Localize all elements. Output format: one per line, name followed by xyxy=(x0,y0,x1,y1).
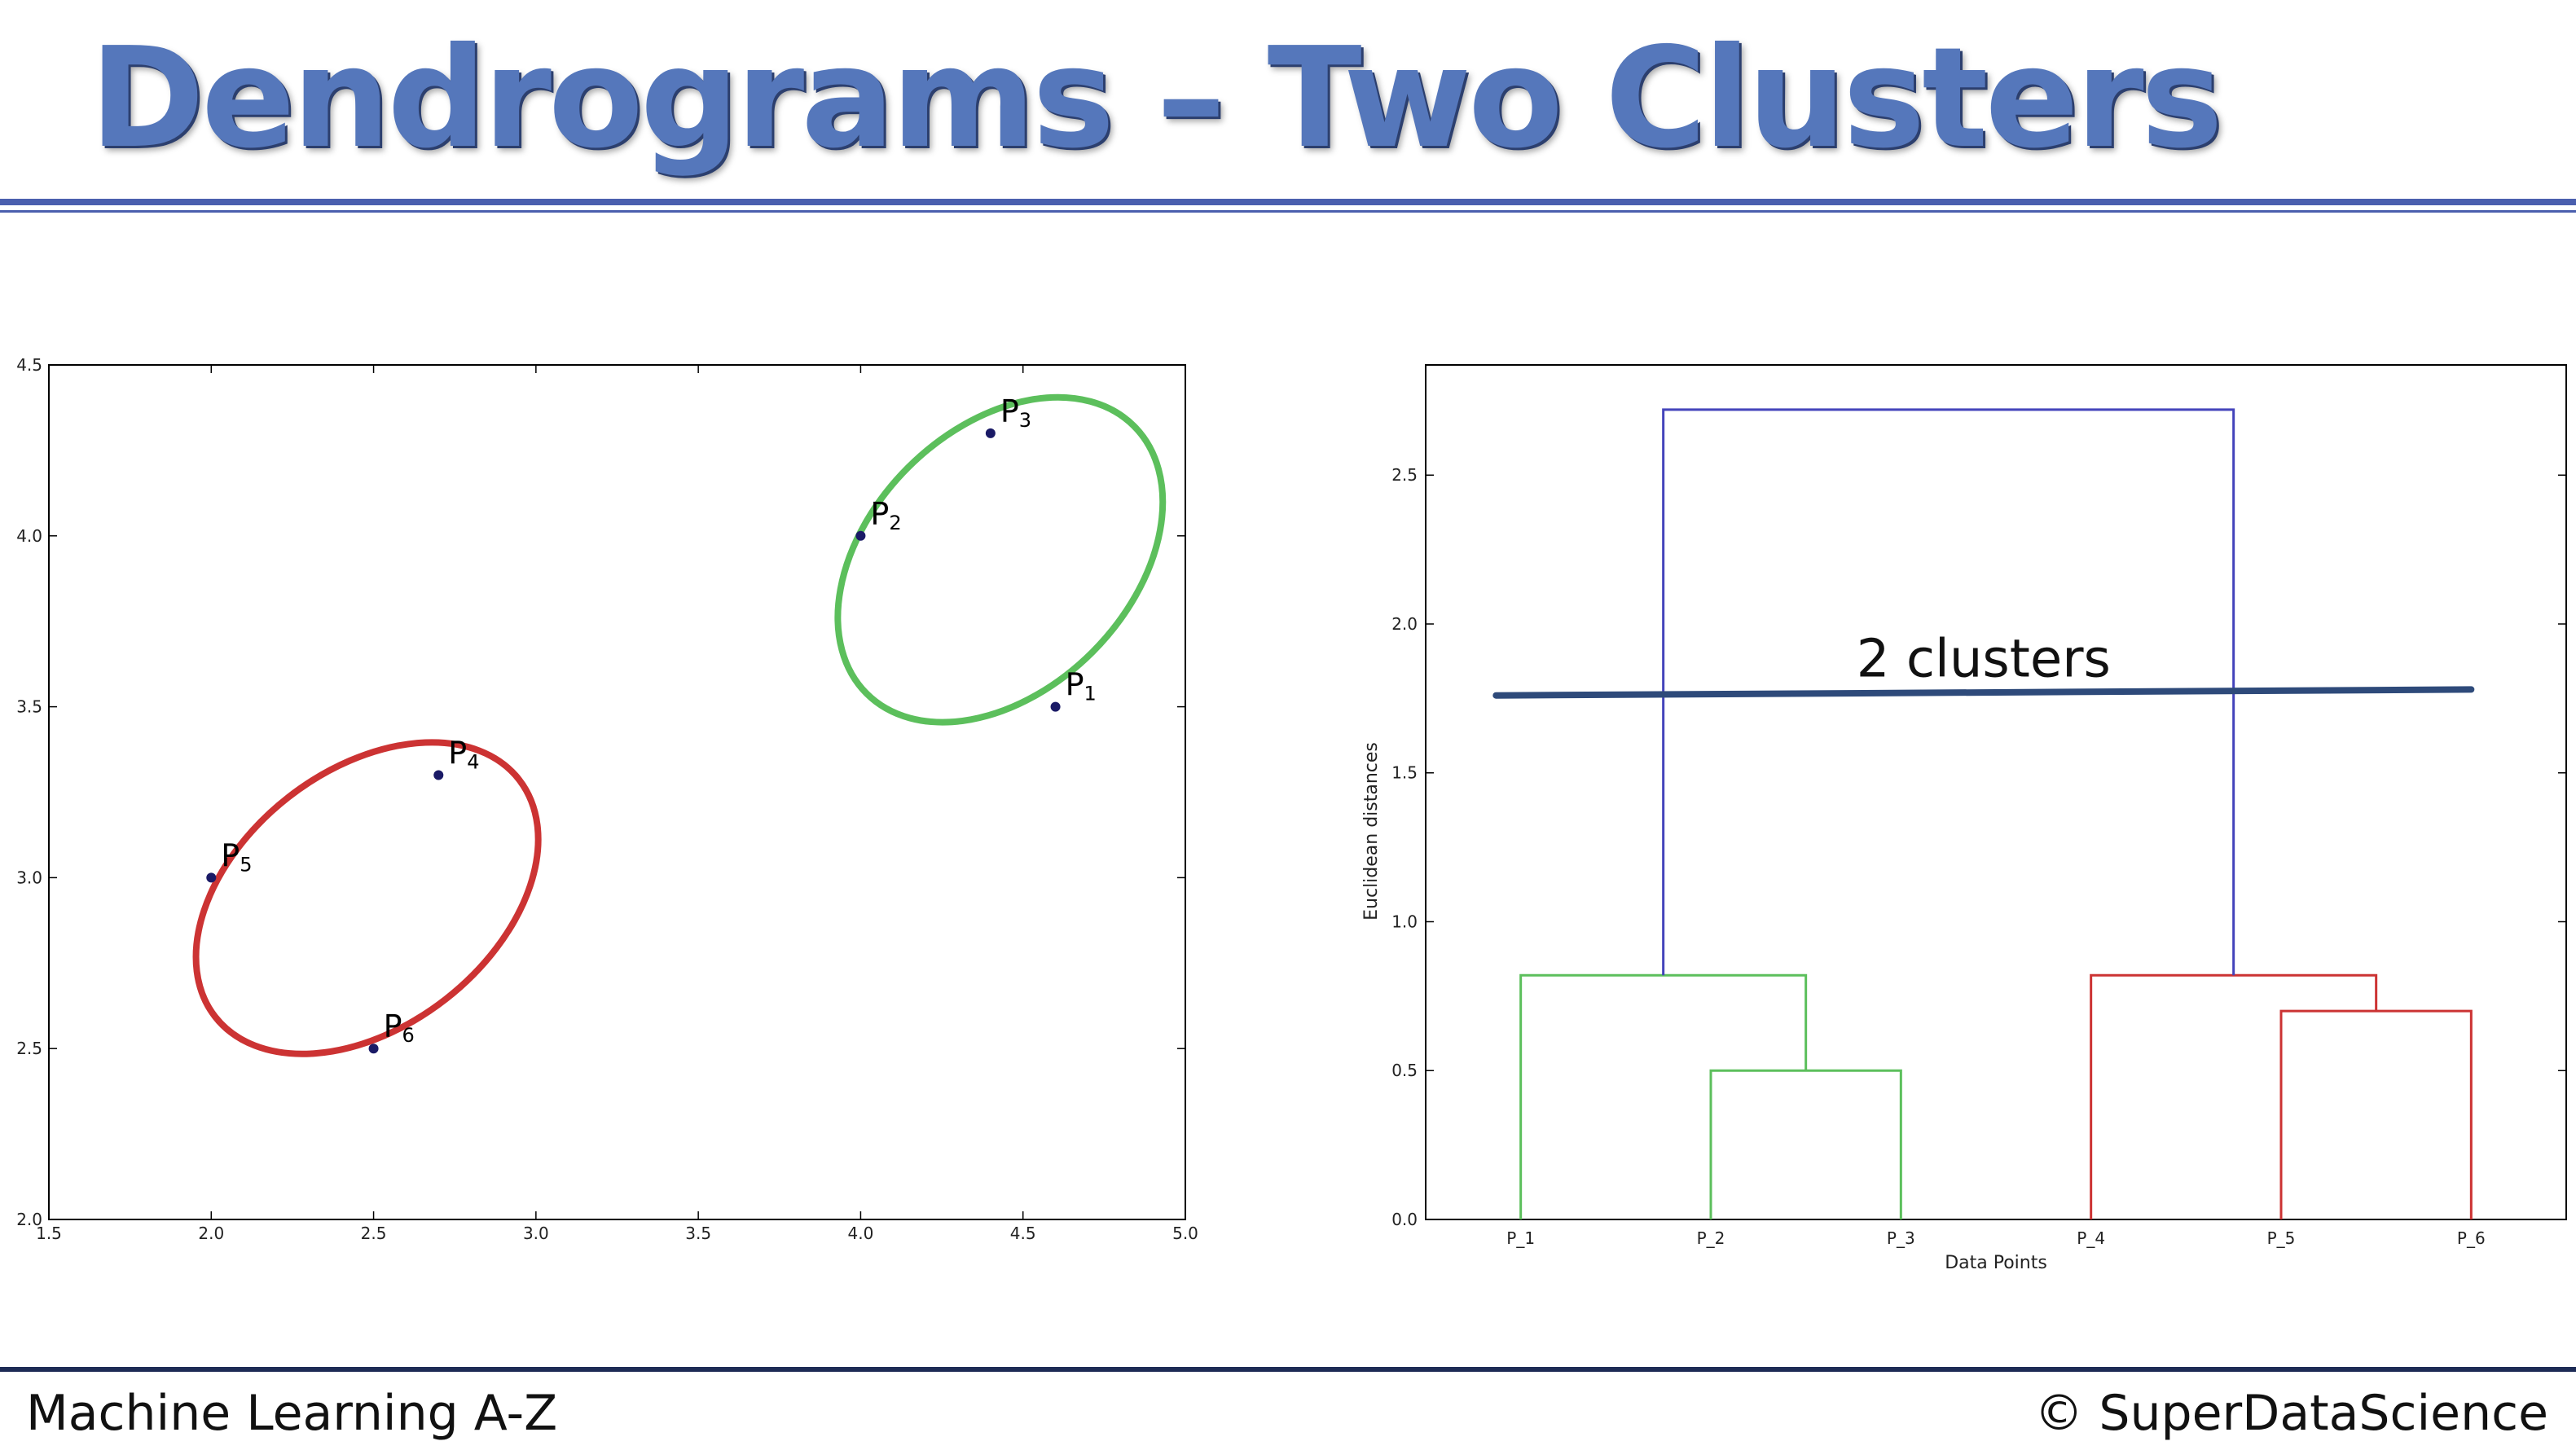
scatter-y-tick-label: 4.0 xyxy=(16,526,42,546)
footer-divider xyxy=(0,1367,2576,1372)
data-point xyxy=(1050,701,1061,712)
dendro-y-tick-label: 1.5 xyxy=(1391,763,1418,783)
point-label: P2 xyxy=(870,496,901,534)
data-point xyxy=(206,872,217,883)
point-label-subscript: 6 xyxy=(402,1024,414,1047)
point-label: P3 xyxy=(1000,393,1031,432)
scatter-y-tick-label: 2.5 xyxy=(16,1039,42,1058)
point-label-letter: P xyxy=(384,1008,402,1044)
dendro-leaf-label: P_3 xyxy=(1887,1228,1915,1248)
charts-canvas: 1.5 2.0 2.5 3.0 3.5 4.0 4.5 5.02.02.53.03.54.04… xyxy=(16,355,2567,1273)
point-label: P4 xyxy=(448,736,479,774)
scatter-plot: 1.5 2.0 2.5 3.0 3.5 4.0 4.5 5.02.02.53.03.54.04… xyxy=(16,355,1198,1243)
dendro-leaf-label: P_5 xyxy=(2267,1228,2296,1248)
point-label-letter: P xyxy=(1066,667,1084,703)
footer-course-title: Machine Learning A-Z xyxy=(26,1385,558,1442)
cluster-cut-line xyxy=(1492,686,2475,699)
scatter-y-tick-label: 3.5 xyxy=(16,697,42,717)
dendro-y-tick-label: 0.5 xyxy=(1391,1061,1418,1080)
scatter-y-tick-label: 2.0 xyxy=(16,1210,42,1229)
data-point xyxy=(433,770,444,780)
dendro-y-tick-label: 2.5 xyxy=(1391,465,1418,485)
dendro-leaf-label: P_1 xyxy=(1506,1228,1535,1248)
point-label: P1 xyxy=(1066,667,1097,705)
scatter-x-tick-label: 2.5 xyxy=(361,1224,387,1243)
data-point xyxy=(855,530,866,541)
point-label-letter: P xyxy=(1000,393,1019,429)
point-label-subscript: 1 xyxy=(1084,683,1096,705)
point-label-letter: P xyxy=(870,496,889,532)
point-label: P5 xyxy=(221,837,252,876)
dendrogram-plot: 0.0 0.5 1.0 1.5 2.0 2.5 P_1 P_2 P_3 P_4 P_5 P_6 Data… xyxy=(1361,364,2567,1273)
dendro-y-tick-label: 0.0 xyxy=(1391,1210,1418,1229)
footer-copyright: © SuperDataScience xyxy=(2034,1385,2548,1442)
red-dendrogram-link xyxy=(2090,973,2378,1219)
scatter-x-tick-label: 4.0 xyxy=(848,1224,874,1243)
cut-line-annotation: 2 clusters xyxy=(1857,629,2111,689)
point-label: P6 xyxy=(384,1008,415,1047)
data-point xyxy=(985,428,996,438)
dendro-leaf-label: P_4 xyxy=(2077,1228,2105,1248)
data-point xyxy=(368,1044,379,1054)
scatter-x-tick-label: 3.5 xyxy=(685,1224,711,1243)
scatter-x-tick-label: 1.5 xyxy=(36,1224,62,1243)
point-label-subscript: 3 xyxy=(1019,409,1031,432)
scatter-x-tick-label: 3.0 xyxy=(523,1224,549,1243)
scatter-y-tick-label: 3.0 xyxy=(16,868,42,887)
red-dendrogram-link xyxy=(2279,1009,2473,1219)
title-underline xyxy=(0,199,2576,205)
red-cluster-ellipse xyxy=(192,739,542,1057)
dendro-leaf-label: P_6 xyxy=(2457,1228,2486,1248)
point-label-subscript: 4 xyxy=(467,751,479,774)
green-cluster-ellipse xyxy=(834,393,1167,726)
point-label-subscript: 5 xyxy=(240,853,252,876)
scatter-frame xyxy=(48,364,1186,1220)
green-dendrogram-link xyxy=(1709,1069,1902,1219)
dendro-x-axis-label: Data Points xyxy=(1945,1253,2047,1273)
point-label-letter: P xyxy=(448,736,467,771)
scatter-x-tick-label: 5.0 xyxy=(1172,1224,1198,1243)
dendro-y-tick-label: 1.0 xyxy=(1391,912,1418,931)
dendro-y-axis-label: Euclidean distances xyxy=(1361,742,1382,921)
slide-title: Dendrograms – Two Clusters xyxy=(90,18,2223,179)
scatter-y-tick-label: 4.5 xyxy=(16,355,42,375)
title-underline-thin xyxy=(0,210,2576,213)
point-label-letter: P xyxy=(221,837,240,873)
point-label-subscript: 2 xyxy=(889,512,901,534)
scatter-x-tick-label: 4.5 xyxy=(1010,1224,1036,1243)
dendrogram-frame xyxy=(1425,364,2567,1220)
green-dendrogram-link xyxy=(1519,973,1808,1219)
dendro-leaf-label: P_2 xyxy=(1697,1228,1725,1248)
scatter-x-tick-label: 2.0 xyxy=(198,1224,224,1243)
dendro-y-tick-label: 2.0 xyxy=(1391,614,1418,634)
